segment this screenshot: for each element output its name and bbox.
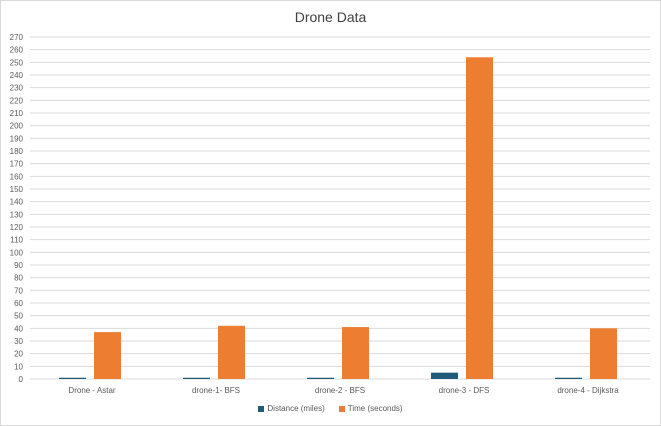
y-tick-label: 250 bbox=[10, 58, 24, 67]
legend-item-time: Time (seconds) bbox=[338, 404, 403, 413]
x-category-label: Drone - Astar bbox=[68, 386, 115, 395]
y-tick-label: 0 bbox=[19, 375, 24, 384]
bar bbox=[555, 377, 582, 379]
y-tick-label: 130 bbox=[10, 210, 24, 219]
y-tick-label: 140 bbox=[10, 198, 24, 207]
x-category-label: drone-2 - BFS bbox=[315, 386, 365, 395]
bar bbox=[94, 332, 121, 379]
bar bbox=[59, 377, 86, 379]
legend-label-distance: Distance (miles) bbox=[267, 404, 325, 413]
y-tick-label: 150 bbox=[10, 185, 24, 194]
y-tick-label: 240 bbox=[10, 71, 24, 80]
y-tick-label: 210 bbox=[10, 109, 24, 118]
y-tick-label: 80 bbox=[14, 274, 23, 283]
bar bbox=[590, 328, 617, 379]
y-tick-label: 270 bbox=[10, 33, 24, 42]
y-tick-label: 100 bbox=[10, 248, 24, 257]
y-tick-label: 260 bbox=[10, 46, 24, 55]
y-tick-label: 10 bbox=[14, 362, 23, 371]
y-tick-label: 40 bbox=[14, 324, 23, 333]
bar bbox=[342, 327, 369, 379]
y-tick-label: 180 bbox=[10, 147, 24, 156]
y-tick-label: 60 bbox=[14, 299, 23, 308]
x-category-label: drone-4 - Dijkstra bbox=[557, 386, 619, 395]
y-tick-label: 120 bbox=[10, 223, 24, 232]
y-tick-label: 160 bbox=[10, 172, 24, 181]
bar bbox=[431, 372, 458, 379]
y-tick-label: 110 bbox=[10, 236, 23, 245]
legend: Distance (miles) Time (seconds) bbox=[0, 404, 661, 413]
bar bbox=[307, 377, 334, 379]
y-tick-label: 230 bbox=[10, 84, 24, 93]
y-tick-label: 90 bbox=[14, 261, 23, 270]
y-tick-label: 20 bbox=[14, 350, 23, 359]
y-tick-label: 170 bbox=[10, 160, 24, 169]
bar bbox=[183, 377, 210, 379]
y-tick-label: 220 bbox=[10, 96, 24, 105]
bar bbox=[218, 325, 245, 379]
x-category-label: drone-1- BFS bbox=[192, 386, 240, 395]
bar bbox=[466, 57, 493, 380]
legend-swatch-distance bbox=[258, 405, 265, 412]
y-tick-label: 200 bbox=[10, 122, 24, 131]
legend-label-time: Time (seconds) bbox=[347, 404, 403, 413]
y-tick-label: 50 bbox=[14, 312, 23, 321]
chart-title: Drone Data bbox=[294, 9, 367, 25]
legend-swatch-time bbox=[338, 405, 345, 412]
y-tick-label: 30 bbox=[14, 337, 23, 346]
y-tick-label: 70 bbox=[14, 286, 23, 295]
x-category-label: drone-3 - DFS bbox=[439, 386, 490, 395]
legend-item-distance: Distance (miles) bbox=[258, 404, 325, 413]
y-tick-label: 190 bbox=[10, 134, 24, 143]
